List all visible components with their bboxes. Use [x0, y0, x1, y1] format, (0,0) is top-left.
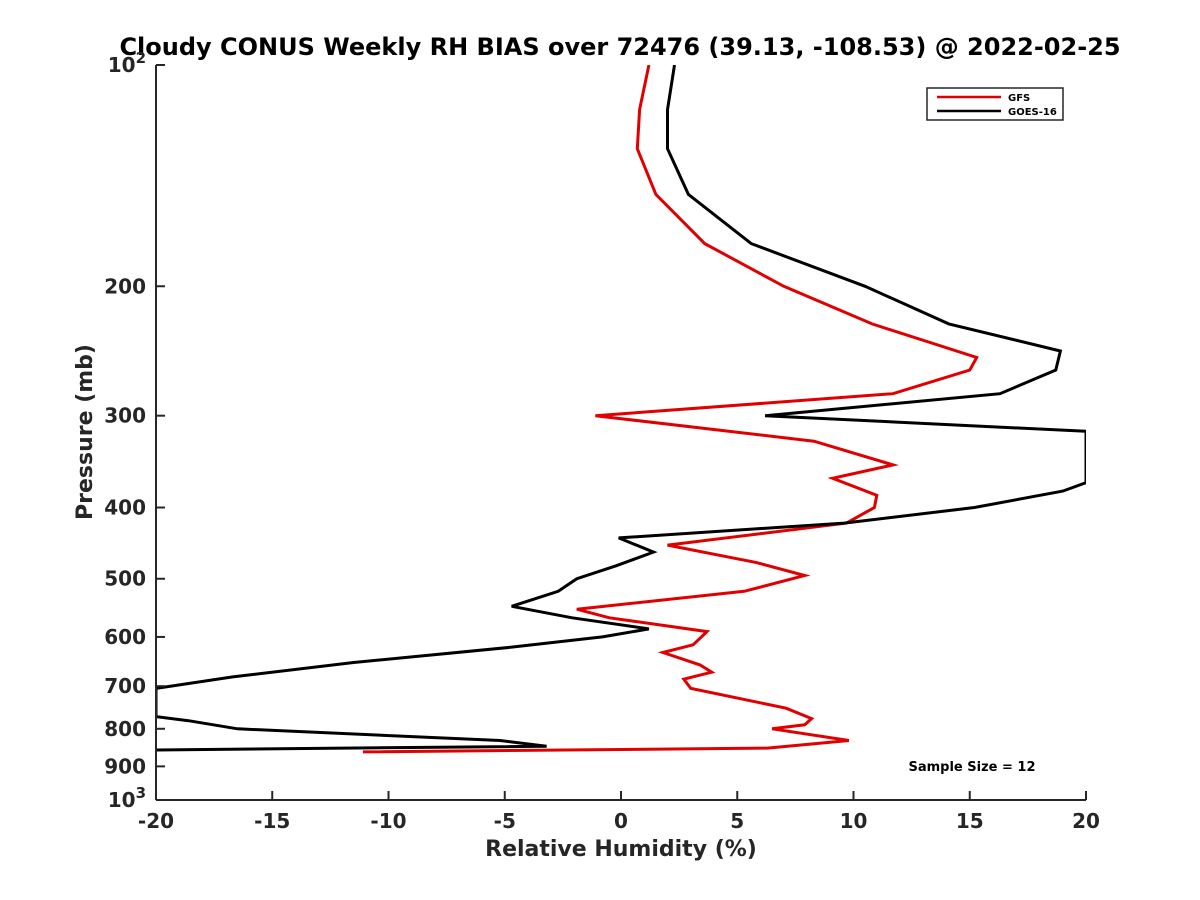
x-tick-label: 20 — [1072, 809, 1100, 833]
series-line-gfs — [362, 65, 979, 754]
x-tick-label: -20 — [138, 809, 174, 833]
legend-label-goes16: GOES-16 — [1008, 107, 1057, 118]
y-tick-label: 800 — [104, 717, 146, 741]
x-ticks: -20 -15 -10 -5 0 5 10 15 20 — [138, 791, 1100, 833]
y-tick-label: 400 — [104, 496, 146, 520]
x-tick-label: 15 — [956, 809, 984, 833]
series-line-goes16 — [156, 65, 1086, 752]
legend: GFS GOES-16 — [926, 87, 1064, 121]
y-tick-label: 300 — [104, 404, 146, 428]
y-tick-label: 900 — [104, 754, 146, 778]
x-tick-label: 5 — [730, 809, 744, 833]
series-layer — [156, 65, 1086, 754]
x-tick-label: -10 — [370, 809, 406, 833]
y-tick-label: 500 — [104, 567, 146, 591]
x-axis-label: Relative Humidity (%) — [485, 837, 757, 862]
sample-size-annotation: Sample Size = 12 — [908, 760, 1035, 775]
chart-title: Cloudy CONUS Weekly RH BIAS over 72476 (… — [119, 33, 1120, 61]
x-tick-label: 10 — [840, 809, 868, 833]
x-tick-label: -5 — [494, 809, 516, 833]
y-tick-label: 600 — [104, 625, 146, 649]
legend-box — [926, 87, 1064, 121]
y-axis-label: Pressure (mb) — [73, 344, 98, 520]
x-tick-label: 0 — [614, 809, 628, 833]
y-tick-label: 200 — [104, 274, 146, 298]
y-tick-label: 103 — [108, 784, 146, 812]
legend-label-gfs: GFS — [1008, 93, 1030, 104]
y-ticks: 102 200 300 400 500 600 700 800 900 103 — [104, 49, 165, 812]
y-tick-label: 700 — [104, 674, 146, 698]
y-tick-label: 102 — [108, 49, 146, 77]
x-tick-label: -15 — [254, 809, 290, 833]
